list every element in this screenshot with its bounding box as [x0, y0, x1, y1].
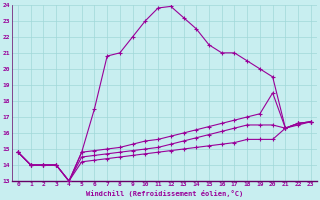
X-axis label: Windchill (Refroidissement éolien,°C): Windchill (Refroidissement éolien,°C) [86, 190, 243, 197]
